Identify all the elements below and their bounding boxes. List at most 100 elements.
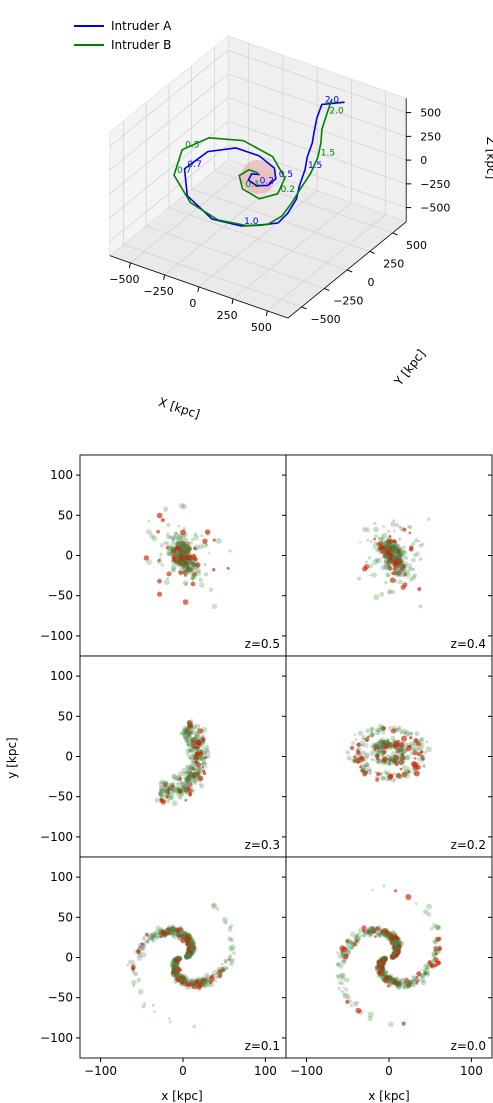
particle bbox=[190, 981, 194, 985]
particle bbox=[204, 981, 208, 985]
particle bbox=[386, 573, 390, 577]
particle bbox=[354, 753, 358, 756]
particle bbox=[166, 535, 170, 539]
particle bbox=[404, 773, 410, 779]
particle bbox=[197, 766, 202, 772]
particle bbox=[412, 747, 416, 751]
particle bbox=[159, 789, 164, 794]
particle bbox=[173, 776, 178, 781]
particle bbox=[405, 984, 410, 989]
particle bbox=[185, 735, 189, 739]
orbit-time-label: 0.7 bbox=[177, 166, 191, 176]
particle bbox=[185, 955, 188, 959]
particle bbox=[143, 555, 149, 561]
particle bbox=[417, 762, 420, 765]
y-tick-label: 100 bbox=[50, 870, 73, 884]
particle bbox=[184, 561, 189, 566]
particle bbox=[172, 538, 176, 542]
particle bbox=[182, 785, 186, 789]
particle bbox=[345, 939, 349, 943]
particle bbox=[420, 542, 425, 547]
particle bbox=[370, 929, 374, 933]
particle bbox=[396, 569, 403, 575]
particle bbox=[382, 933, 386, 937]
y-tick-label: 50 bbox=[58, 709, 73, 723]
particle bbox=[160, 788, 165, 793]
particle bbox=[395, 751, 399, 754]
particle bbox=[386, 541, 390, 545]
particle bbox=[187, 558, 193, 565]
particle bbox=[189, 560, 193, 564]
particle bbox=[369, 733, 375, 738]
particle bbox=[181, 933, 185, 937]
particle bbox=[410, 979, 416, 985]
particle bbox=[383, 560, 388, 565]
particle bbox=[195, 570, 202, 576]
particle bbox=[398, 579, 403, 585]
orbit-time-label: 0.7 bbox=[188, 160, 202, 170]
particle bbox=[139, 946, 142, 949]
particle bbox=[178, 791, 184, 797]
particle bbox=[365, 763, 369, 767]
particle bbox=[414, 757, 417, 760]
particle bbox=[386, 757, 389, 761]
particle bbox=[194, 532, 198, 535]
particle bbox=[190, 576, 195, 581]
particle bbox=[169, 789, 174, 794]
particle bbox=[203, 572, 209, 577]
particle bbox=[390, 567, 393, 570]
particle bbox=[398, 537, 402, 541]
particle bbox=[185, 776, 191, 782]
panel-background bbox=[80, 857, 286, 1058]
particle bbox=[154, 932, 160, 939]
particle bbox=[228, 549, 232, 553]
particle bbox=[184, 953, 190, 960]
particle bbox=[171, 549, 176, 554]
particle bbox=[395, 547, 398, 551]
particle bbox=[191, 577, 195, 581]
particle bbox=[420, 977, 426, 983]
particle bbox=[388, 762, 391, 765]
particle bbox=[414, 978, 417, 981]
particle bbox=[172, 961, 179, 967]
particle bbox=[173, 531, 178, 536]
particle bbox=[380, 966, 386, 971]
particle bbox=[153, 930, 158, 935]
particle bbox=[131, 967, 136, 971]
particle bbox=[375, 777, 380, 782]
particle bbox=[387, 757, 391, 761]
particle bbox=[376, 771, 381, 777]
particle bbox=[380, 536, 385, 542]
particle bbox=[179, 562, 183, 566]
particle bbox=[381, 971, 385, 974]
particle bbox=[188, 567, 194, 573]
particle bbox=[378, 751, 381, 754]
particle bbox=[153, 1010, 156, 1013]
particle bbox=[409, 736, 413, 740]
particle bbox=[158, 932, 161, 935]
particle bbox=[195, 567, 201, 574]
particle bbox=[171, 553, 177, 560]
particle bbox=[217, 968, 223, 975]
particle bbox=[388, 539, 394, 544]
particle bbox=[393, 946, 397, 950]
particle bbox=[379, 748, 383, 752]
particle bbox=[171, 965, 178, 972]
particle bbox=[392, 940, 397, 945]
particle bbox=[136, 977, 142, 983]
particle bbox=[375, 742, 382, 748]
particle bbox=[373, 594, 380, 601]
particle bbox=[359, 755, 364, 760]
particle bbox=[153, 934, 158, 939]
particle bbox=[188, 774, 193, 779]
particle bbox=[182, 787, 188, 793]
particle bbox=[362, 526, 368, 533]
particle bbox=[384, 957, 388, 961]
particle bbox=[388, 742, 391, 746]
panel-background bbox=[80, 656, 286, 857]
particle bbox=[176, 542, 182, 547]
particle bbox=[417, 757, 421, 762]
particle bbox=[194, 775, 199, 780]
particle bbox=[341, 976, 346, 982]
particle bbox=[190, 569, 194, 573]
